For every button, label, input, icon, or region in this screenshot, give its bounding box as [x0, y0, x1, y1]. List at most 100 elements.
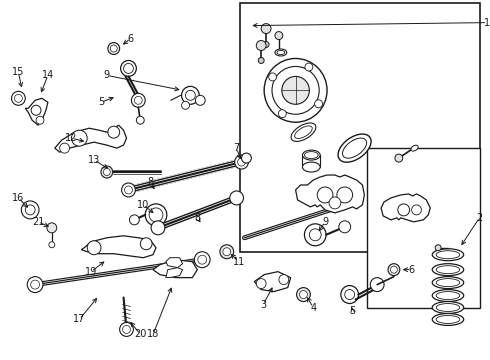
Ellipse shape — [294, 126, 312, 139]
Text: 10: 10 — [137, 200, 149, 210]
Ellipse shape — [304, 152, 318, 159]
Circle shape — [87, 241, 101, 255]
Circle shape — [110, 45, 117, 52]
Circle shape — [134, 96, 142, 104]
Circle shape — [345, 289, 355, 300]
Circle shape — [317, 187, 333, 203]
Ellipse shape — [343, 138, 367, 158]
Circle shape — [278, 110, 286, 118]
Text: 8: 8 — [147, 177, 153, 187]
Circle shape — [195, 252, 210, 268]
Circle shape — [122, 325, 130, 333]
Circle shape — [258, 58, 264, 63]
Circle shape — [124, 186, 132, 194]
Ellipse shape — [432, 302, 464, 314]
Text: 19: 19 — [85, 267, 97, 276]
Text: 2: 2 — [476, 213, 483, 223]
Circle shape — [129, 215, 139, 225]
Circle shape — [339, 221, 351, 233]
Text: 12: 12 — [65, 133, 77, 143]
Circle shape — [101, 166, 113, 178]
Circle shape — [391, 266, 397, 273]
Text: 8: 8 — [194, 213, 200, 223]
Circle shape — [388, 264, 400, 276]
Circle shape — [108, 42, 120, 54]
Circle shape — [242, 153, 251, 163]
Circle shape — [131, 93, 145, 107]
Text: 13: 13 — [88, 155, 100, 165]
Circle shape — [31, 105, 41, 115]
Circle shape — [31, 280, 40, 289]
Ellipse shape — [302, 150, 320, 160]
Circle shape — [304, 224, 326, 246]
Text: 9: 9 — [104, 71, 110, 80]
Circle shape — [25, 205, 35, 215]
Circle shape — [272, 67, 319, 114]
Ellipse shape — [432, 264, 464, 276]
Text: 3: 3 — [260, 300, 266, 310]
Circle shape — [140, 238, 152, 250]
Text: 1: 1 — [484, 18, 490, 28]
Ellipse shape — [436, 251, 460, 259]
Circle shape — [337, 187, 353, 203]
Ellipse shape — [277, 50, 285, 54]
Circle shape — [182, 86, 199, 104]
Circle shape — [235, 155, 248, 169]
Text: 7: 7 — [234, 143, 240, 153]
Circle shape — [264, 58, 327, 122]
Ellipse shape — [432, 289, 464, 302]
Circle shape — [282, 76, 309, 104]
Circle shape — [230, 191, 244, 205]
Circle shape — [223, 248, 231, 256]
Ellipse shape — [275, 49, 287, 56]
Circle shape — [329, 197, 341, 209]
Circle shape — [15, 94, 23, 102]
Circle shape — [398, 204, 410, 216]
Polygon shape — [295, 175, 365, 213]
Ellipse shape — [436, 292, 460, 300]
Polygon shape — [381, 194, 430, 222]
Circle shape — [296, 288, 310, 302]
Circle shape — [120, 323, 133, 336]
Circle shape — [435, 245, 441, 251]
Text: 15: 15 — [12, 67, 24, 77]
Text: 14: 14 — [42, 71, 54, 80]
Ellipse shape — [436, 315, 460, 323]
Circle shape — [186, 90, 196, 100]
Circle shape — [196, 95, 205, 105]
Circle shape — [263, 41, 269, 48]
Ellipse shape — [436, 279, 460, 287]
Polygon shape — [25, 98, 48, 125]
Polygon shape — [55, 125, 126, 152]
Text: 5: 5 — [349, 306, 356, 316]
Circle shape — [103, 168, 110, 176]
Circle shape — [60, 143, 70, 153]
Circle shape — [412, 205, 421, 215]
Text: 6: 6 — [127, 33, 133, 44]
Ellipse shape — [432, 276, 464, 289]
Text: 20: 20 — [134, 329, 147, 339]
Circle shape — [149, 208, 163, 222]
Circle shape — [315, 100, 322, 108]
Circle shape — [145, 204, 167, 226]
Circle shape — [275, 32, 283, 40]
Circle shape — [49, 242, 55, 248]
Circle shape — [269, 73, 276, 81]
Circle shape — [22, 201, 39, 219]
Text: 17: 17 — [73, 314, 86, 324]
Circle shape — [309, 229, 321, 241]
Text: 16: 16 — [12, 193, 24, 203]
Text: 11: 11 — [232, 257, 245, 267]
Text: 4: 4 — [310, 302, 317, 312]
Polygon shape — [166, 258, 183, 268]
Circle shape — [220, 245, 234, 259]
Circle shape — [256, 41, 266, 50]
Polygon shape — [81, 236, 156, 258]
Circle shape — [136, 116, 144, 124]
Ellipse shape — [436, 266, 460, 274]
Circle shape — [121, 60, 136, 76]
Polygon shape — [166, 268, 183, 278]
Text: 6: 6 — [409, 265, 415, 275]
Circle shape — [122, 183, 135, 197]
Ellipse shape — [436, 303, 460, 311]
